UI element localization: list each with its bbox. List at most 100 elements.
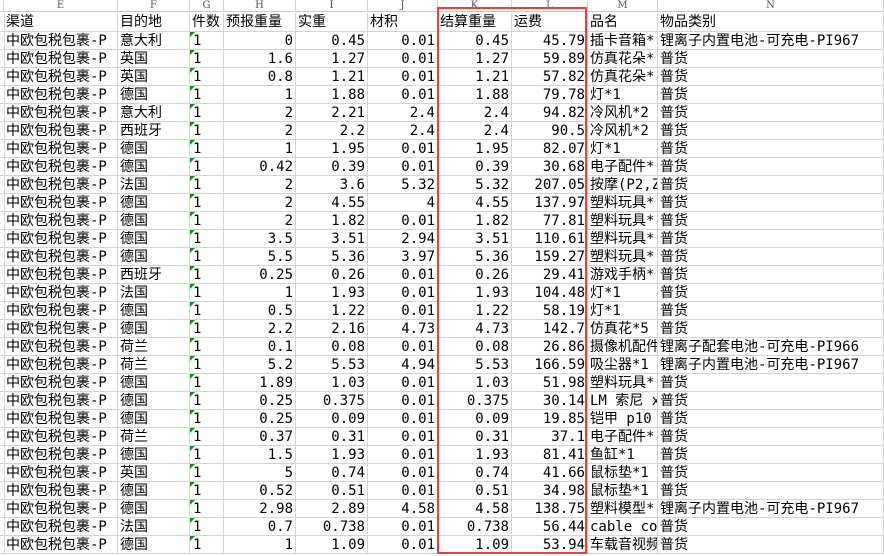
table-cell[interactable]: 普货: [658, 446, 884, 464]
table-cell[interactable]: 德国: [118, 374, 190, 392]
table-cell[interactable]: 1.21: [296, 68, 368, 86]
table-cell[interactable]: 0.08: [438, 338, 512, 356]
table-cell[interactable]: cable cor: [588, 518, 658, 536]
table-cell[interactable]: 普货: [658, 410, 884, 428]
table-cell[interactable]: 0: [224, 32, 296, 50]
table-cell[interactable]: 1: [190, 500, 224, 518]
table-cell[interactable]: 5: [224, 464, 296, 482]
table-cell[interactable]: 荷兰: [118, 356, 190, 374]
table-cell[interactable]: 1.89: [224, 374, 296, 392]
table-cell[interactable]: 2.2: [296, 122, 368, 140]
table-cell[interactable]: 137.97: [512, 194, 588, 212]
table-cell[interactable]: 2.94: [368, 230, 438, 248]
table-cell[interactable]: 塑料玩具*: [588, 248, 658, 266]
table-cell[interactable]: 4.55: [296, 194, 368, 212]
table-cell[interactable]: 1: [190, 86, 224, 104]
prev-column-cell[interactable]: [0, 338, 5, 356]
table-cell[interactable]: 1.21: [438, 68, 512, 86]
table-cell[interactable]: 0.1: [224, 338, 296, 356]
table-cell[interactable]: 1: [190, 32, 224, 50]
table-cell[interactable]: 30.68: [512, 158, 588, 176]
table-cell[interactable]: 吸尘器*1: [588, 356, 658, 374]
prev-column-cell[interactable]: [0, 500, 5, 518]
table-cell[interactable]: 0.51: [296, 482, 368, 500]
table-cell[interactable]: 法国: [118, 176, 190, 194]
prev-column-cell[interactable]: [0, 302, 5, 320]
table-cell[interactable]: 中欧包税包裹-P: [4, 248, 118, 266]
table-cell[interactable]: 普货: [658, 194, 884, 212]
table-cell[interactable]: 0.5: [224, 302, 296, 320]
table-cell[interactable]: 德国: [118, 536, 190, 554]
header-cell[interactable]: 预报重量: [224, 13, 296, 32]
table-cell[interactable]: 0.01: [368, 518, 438, 536]
table-cell[interactable]: 中欧包税包裹-P: [4, 338, 118, 356]
table-cell[interactable]: 中欧包税包裹-P: [4, 410, 118, 428]
table-cell[interactable]: 26.86: [512, 338, 588, 356]
table-cell[interactable]: 德国: [118, 446, 190, 464]
table-cell[interactable]: 普货: [658, 428, 884, 446]
table-cell[interactable]: 普货: [658, 518, 884, 536]
table-cell[interactable]: 普货: [658, 230, 884, 248]
table-cell[interactable]: 仿真花朵*: [588, 50, 658, 68]
table-cell[interactable]: 德国: [118, 140, 190, 158]
table-cell[interactable]: 中欧包税包裹-P: [4, 212, 118, 230]
table-cell[interactable]: 0.25: [224, 392, 296, 410]
header-cell[interactable]: 材积: [368, 13, 438, 32]
table-cell[interactable]: 41.66: [512, 464, 588, 482]
table-cell[interactable]: 中欧包税包裹-P: [4, 32, 118, 50]
table-cell[interactable]: 207.05: [512, 176, 588, 194]
table-cell[interactable]: 0.37: [224, 428, 296, 446]
table-cell[interactable]: 铠甲 p10: [588, 410, 658, 428]
table-cell[interactable]: 2.89: [296, 500, 368, 518]
prev-column-cell[interactable]: [0, 32, 5, 50]
table-cell[interactable]: 冷风机*2: [588, 104, 658, 122]
table-cell[interactable]: 锂离子内置电池-可充电-PI967: [658, 32, 884, 50]
table-cell[interactable]: 普货: [658, 284, 884, 302]
table-cell[interactable]: 中欧包税包裹-P: [4, 392, 118, 410]
table-cell[interactable]: 5.2: [224, 356, 296, 374]
table-cell[interactable]: 0.26: [296, 266, 368, 284]
column-header-g[interactable]: G: [190, 0, 224, 12]
table-cell[interactable]: 0.01: [368, 392, 438, 410]
table-cell[interactable]: 2.2: [224, 320, 296, 338]
table-cell[interactable]: 2.16: [296, 320, 368, 338]
prev-column-cell[interactable]: [0, 140, 5, 158]
table-cell[interactable]: 1: [190, 68, 224, 86]
table-cell[interactable]: 西班牙: [118, 122, 190, 140]
table-cell[interactable]: 2: [224, 104, 296, 122]
table-cell[interactable]: 锂离子配套电池-可充电-PI966: [658, 338, 884, 356]
table-cell[interactable]: 鼠标垫*1: [588, 464, 658, 482]
table-cell[interactable]: 1.22: [438, 302, 512, 320]
table-cell[interactable]: 94.82: [512, 104, 588, 122]
table-cell[interactable]: 56.44: [512, 518, 588, 536]
table-cell[interactable]: 4.58: [368, 500, 438, 518]
table-cell[interactable]: 1: [224, 284, 296, 302]
prev-column-cell[interactable]: [0, 158, 5, 176]
table-cell[interactable]: 中欧包税包裹-P: [4, 482, 118, 500]
table-cell[interactable]: 0.01: [368, 536, 438, 554]
header-cell[interactable]: 目的地: [118, 13, 190, 32]
table-cell[interactable]: 鱼缸*1: [588, 446, 658, 464]
column-header-i[interactable]: I: [296, 0, 368, 12]
column-header-h[interactable]: H: [224, 0, 296, 12]
table-cell[interactable]: 1.93: [296, 284, 368, 302]
table-cell[interactable]: 普货: [658, 104, 884, 122]
table-cell[interactable]: 车载音视频: [588, 536, 658, 554]
prev-column-cell[interactable]: [0, 392, 5, 410]
table-cell[interactable]: 3.51: [438, 230, 512, 248]
table-cell[interactable]: 0.31: [438, 428, 512, 446]
table-cell[interactable]: 3.6: [296, 176, 368, 194]
column-header-n[interactable]: N: [658, 0, 884, 12]
column-header-e[interactable]: E: [4, 0, 118, 12]
table-cell[interactable]: 4.73: [368, 320, 438, 338]
table-cell[interactable]: 德国: [118, 482, 190, 500]
table-cell[interactable]: 1: [190, 194, 224, 212]
table-cell[interactable]: 0.08: [296, 338, 368, 356]
prev-column-cell[interactable]: [0, 320, 5, 338]
table-cell[interactable]: 1.93: [296, 446, 368, 464]
table-cell[interactable]: 0.01: [368, 284, 438, 302]
table-cell[interactable]: 锂离子内置电池-可充电-PI967: [658, 356, 884, 374]
table-cell[interactable]: 1: [190, 266, 224, 284]
table-cell[interactable]: 2.4: [438, 122, 512, 140]
table-cell[interactable]: 德国: [118, 320, 190, 338]
